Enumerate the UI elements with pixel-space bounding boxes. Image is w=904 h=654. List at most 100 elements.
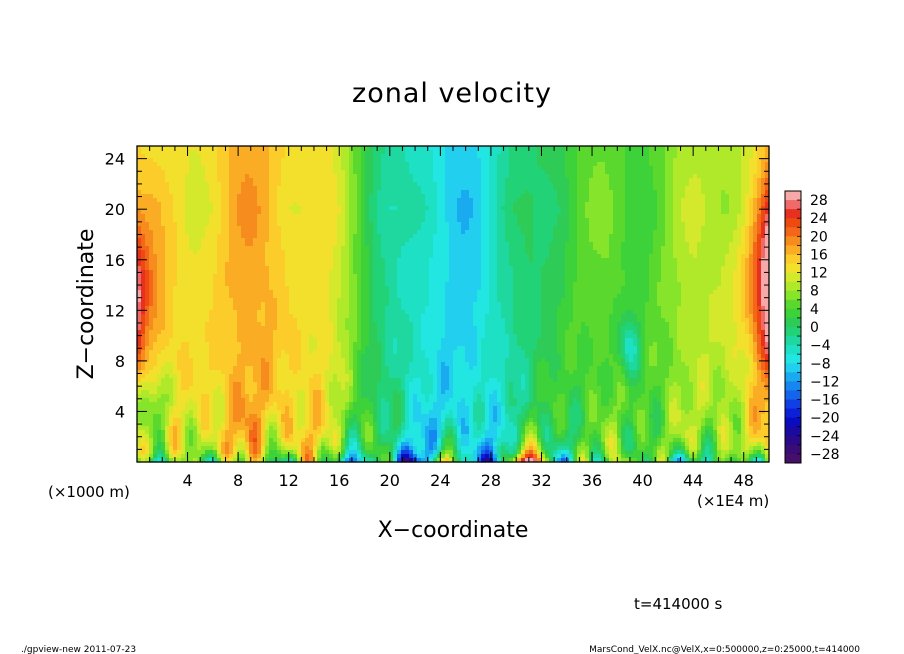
heatmap-cell: [601, 202, 606, 207]
heatmap-cell: [569, 230, 574, 235]
heatmap-cell: [653, 170, 658, 175]
heatmap-cell: [357, 230, 362, 235]
heatmap-cell: [405, 230, 410, 235]
heatmap-cell: [181, 246, 186, 251]
heatmap-cell: [605, 214, 610, 219]
heatmap-cell: [309, 266, 314, 271]
heatmap-cell: [585, 238, 590, 243]
heatmap-cell: [377, 198, 382, 203]
heatmap-cell: [361, 162, 366, 167]
heatmap-cell: [729, 154, 734, 159]
heatmap-cell: [513, 202, 518, 207]
heatmap-cell: [573, 158, 578, 163]
heatmap-cell: [489, 182, 494, 187]
heatmap-cell: [325, 230, 330, 235]
heatmap-cell: [197, 194, 202, 199]
heatmap-cell: [633, 250, 638, 255]
heatmap-cell: [161, 254, 166, 259]
heatmap-cell: [537, 226, 542, 231]
heatmap-cell: [313, 246, 318, 251]
heatmap-cell: [561, 218, 566, 223]
heatmap-cell: [517, 234, 522, 239]
heatmap-cell: [153, 194, 158, 199]
heatmap-cell: [741, 174, 746, 179]
heatmap-cell: [641, 242, 646, 247]
heatmap-cell: [201, 234, 206, 239]
heatmap-cell: [217, 162, 222, 167]
heatmap-cell: [445, 162, 450, 167]
heatmap-cell: [681, 238, 686, 243]
heatmap-cell: [465, 270, 470, 275]
heatmap-cell: [329, 154, 334, 159]
heatmap-cell: [193, 250, 198, 255]
heatmap-cell: [209, 206, 214, 211]
heatmap-cell: [753, 222, 758, 227]
heatmap-cell: [557, 182, 562, 187]
heatmap-cell: [705, 170, 710, 175]
heatmap-cell: [721, 238, 726, 243]
heatmap-cell: [621, 242, 626, 247]
heatmap-cell: [517, 230, 522, 235]
heatmap-cell: [501, 174, 506, 179]
heatmap-cell: [525, 182, 530, 187]
heatmap-cell: [689, 178, 694, 183]
heatmap-cell: [289, 182, 294, 187]
heatmap-cell: [433, 150, 438, 155]
heatmap-cell: [597, 194, 602, 199]
heatmap-cell: [533, 158, 538, 163]
heatmap-cell: [213, 262, 218, 267]
heatmap-cell: [729, 206, 734, 211]
heatmap-cell: [549, 198, 554, 203]
heatmap-cell: [457, 258, 462, 263]
heatmap-cell: [281, 146, 286, 151]
heatmap-cell: [461, 246, 466, 251]
heatmap-cell: [445, 270, 450, 275]
heatmap-cell: [245, 222, 250, 227]
heatmap-cell: [457, 238, 462, 243]
heatmap-cell: [761, 222, 766, 227]
heatmap-cell: [161, 234, 166, 239]
heatmap-cell: [457, 190, 462, 195]
heatmap-cell: [221, 258, 226, 263]
heatmap-cell: [137, 226, 142, 231]
heatmap-cell: [641, 250, 646, 255]
heatmap-cell: [629, 222, 634, 227]
heatmap-cell: [693, 206, 698, 211]
heatmap-cell: [145, 162, 150, 167]
heatmap-cell: [325, 222, 330, 227]
heatmap-cell: [533, 234, 538, 239]
heatmap-cell: [737, 170, 742, 175]
heatmap-cell: [593, 162, 598, 167]
heatmap-cell: [657, 190, 662, 195]
heatmap-cell: [761, 206, 766, 211]
heatmap-cell: [737, 254, 742, 259]
heatmap-cell: [293, 158, 298, 163]
heatmap-cell: [193, 162, 198, 167]
heatmap-cell: [393, 258, 398, 263]
heatmap-cell: [681, 190, 686, 195]
heatmap-cell: [345, 270, 350, 275]
heatmap-cell: [273, 146, 278, 151]
heatmap-cell: [481, 238, 486, 243]
heatmap-cell: [269, 194, 274, 199]
heatmap-cell: [633, 230, 638, 235]
heatmap-cell: [761, 266, 766, 271]
heatmap-cell: [393, 250, 398, 255]
heatmap-cell: [317, 150, 322, 155]
heatmap-cell: [545, 246, 550, 251]
heatmap-cell: [405, 174, 410, 179]
heatmap-cell: [369, 146, 374, 151]
heatmap-cell: [197, 150, 202, 155]
heatmap-cell: [389, 226, 394, 231]
heatmap-cell: [605, 166, 610, 171]
heatmap-cell: [593, 226, 598, 231]
heatmap-cell: [369, 186, 374, 191]
heatmap-cell: [545, 266, 550, 271]
heatmap-cell: [557, 194, 562, 199]
heatmap-cell: [533, 250, 538, 255]
heatmap-cell: [365, 230, 370, 235]
heatmap-cell: [173, 234, 178, 239]
heatmap-cell: [321, 250, 326, 255]
heatmap-cell: [361, 262, 366, 267]
heatmap-cell: [553, 178, 558, 183]
